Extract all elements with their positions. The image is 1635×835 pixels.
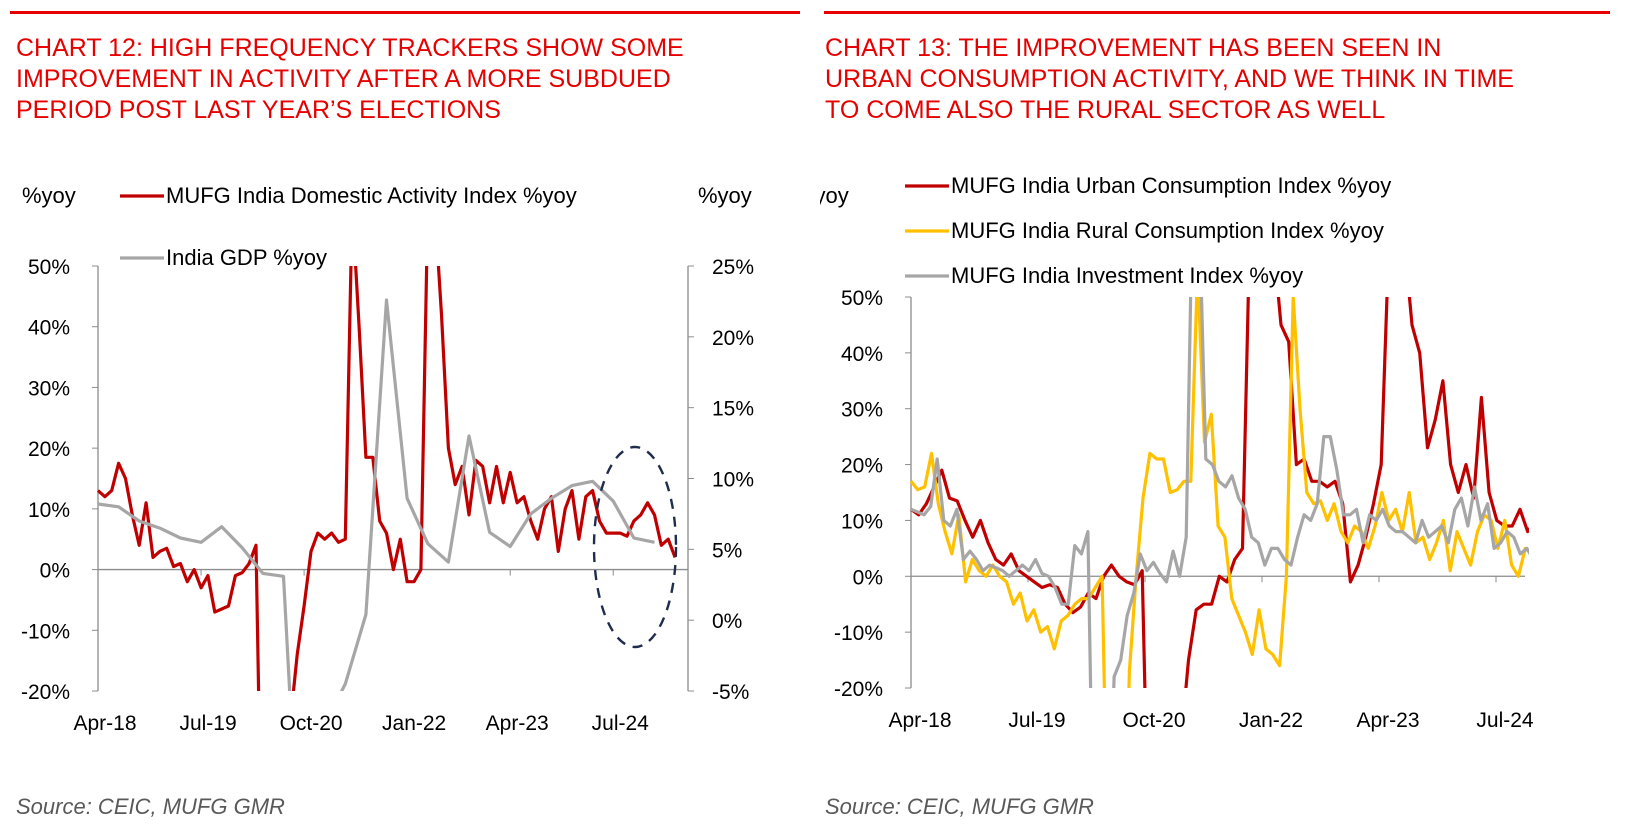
y-axis-unit-right: %yoy (698, 183, 752, 208)
x-tick-label: Jul-19 (179, 712, 236, 735)
y-tick-label-left: -10% (834, 622, 883, 645)
y-tick-label-left: 20% (28, 438, 70, 461)
y-tick-label-left: 0% (40, 560, 70, 583)
x-tick-label: Jul-24 (1476, 709, 1534, 732)
y-tick-label-right: 10% (712, 469, 754, 492)
chart-12-divider (10, 11, 800, 14)
y-tick-label-left: -20% (834, 678, 883, 701)
chart-12-title: CHART 12: HIGH FREQUENCY TRACKERS SHOW S… (16, 34, 684, 124)
y-tick-label-left: 30% (841, 399, 883, 422)
chart-13-panel: CHART 13: THE IMPROVEMENT HAS BEEN SEEN … (820, 0, 1635, 835)
y-tick-label-right: 15% (712, 398, 754, 421)
chart-13-title: CHART 13: THE IMPROVEMENT HAS BEEN SEEN … (825, 34, 1514, 124)
y-tick-label-left: 40% (841, 343, 883, 366)
x-tick-label: Jan-22 (382, 712, 446, 735)
y-tick-label-left: -20% (21, 681, 70, 704)
y-tick-label-left: 0% (853, 566, 883, 589)
y-tick-label-right: 0% (712, 610, 742, 633)
chart-13-source: Source: CEIC, MUFG GMR (825, 794, 1094, 819)
legend-label: India GDP %yoy (166, 245, 327, 270)
y-tick-label-left: 50% (28, 256, 70, 279)
y-tick-label-left: 30% (28, 377, 70, 400)
x-tick-label: Jul-19 (1008, 709, 1065, 732)
x-tick-label: Apr-18 (888, 709, 951, 732)
legend-label: MUFG India Rural Consumption Index %yoy (951, 218, 1384, 243)
y-tick-label-left: 50% (841, 287, 883, 310)
series-line-mufg-india-urban-consumption-index-yoy (910, 297, 1529, 688)
series-line-india-gdp-yoy (97, 298, 655, 691)
chart-12-source: Source: CEIC, MUFG GMR (16, 794, 285, 819)
x-tick-label: Apr-18 (73, 712, 136, 735)
x-tick-label: Apr-23 (486, 712, 549, 735)
y-tick-label-left: 10% (28, 499, 70, 522)
chart-13-plot: 50% 40% 30% 20% 10% 0% -10% -20%Apr-18 Jul-19 Oct… (820, 173, 1534, 732)
series-line-mufg-india-investment-index-yoy (910, 297, 1529, 688)
y-axis-unit-left: %yoy (820, 183, 849, 208)
x-tick-label: Jul-24 (592, 712, 650, 735)
y-tick-label-left: 10% (841, 510, 883, 533)
legend-label: MUFG India Urban Consumption Index %yoy (951, 173, 1391, 198)
y-tick-label-right: 5% (712, 539, 742, 562)
x-tick-label: Apr-23 (1356, 709, 1419, 732)
y-tick-label-left: 20% (841, 455, 883, 478)
y-tick-label-right: 20% (712, 327, 754, 350)
x-tick-label: Oct-20 (1122, 709, 1185, 732)
y-tick-label-left: 40% (28, 317, 70, 340)
legend-label: MUFG India Investment Index %yoy (951, 263, 1303, 288)
series-line-mufg-india-domestic-activity-index-yoy (96, 266, 677, 691)
y-axis-unit-left: %yoy (22, 183, 76, 208)
series-line-mufg-india-rural-consumption-index-yoy (909, 297, 1529, 688)
x-tick-label: Jan-22 (1239, 709, 1303, 732)
chart-12-panel: CHART 12: HIGH FREQUENCY TRACKERS SHOW S… (0, 0, 800, 835)
chart-12-plot: 50% 40% 30% 20% 10% 0% -10% -20%Apr-18 Jul-19 Oct… (21, 183, 754, 735)
chart-13-divider (824, 11, 1610, 14)
highlight-ellipse (592, 445, 678, 649)
y-tick-label-left: -10% (21, 620, 70, 643)
y-tick-label-right: 25% (712, 256, 754, 279)
legend-label: MUFG India Domestic Activity Index %yoy (166, 183, 577, 208)
y-tick-label-right: -5% (712, 681, 749, 704)
x-tick-label: Oct-20 (280, 712, 343, 735)
